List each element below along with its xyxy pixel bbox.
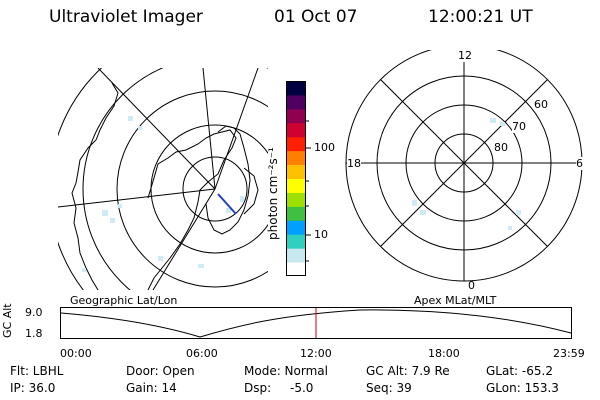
mlat-label-70: 70 [512,120,526,133]
altitude-axis-label: GC Alt [1,303,14,338]
colorbar-band [286,220,306,235]
ip-readout: IP: 36.0 [10,381,56,395]
colorbar-band [286,81,306,96]
colorbar-tick-10: 10 [314,228,328,241]
colorbar-band [286,234,306,249]
colorbar-band [286,108,306,124]
dsp-label: Dsp: [244,381,272,395]
mlat-label-80: 80 [494,141,508,154]
mode-readout: Mode: Normal [244,364,328,378]
colorbar-band [286,262,306,277]
door-readout: Door: Open [126,364,195,378]
altitude-max-label: 9.0 [25,306,43,319]
gain-readout: Gain: 14 [126,381,177,395]
time-tick-0000: 00:00 [60,347,92,360]
colorbar-band [286,94,306,110]
mlt-label-6: 6 [576,157,583,170]
colorbar [286,81,306,277]
colorbar-band [286,248,306,263]
glon-readout: GLon: 153.3 [486,381,559,395]
time-tick-1800: 18:00 [428,347,460,360]
latitude-circles [58,68,268,290]
mlat-label-60: 60 [534,98,548,111]
apex-polar-plot [345,50,583,282]
time-tick-0600: 06:00 [186,347,218,360]
gc-alt-readout: GC Alt: 7.9 Re [366,364,450,378]
colorbar-ticks [306,120,311,262]
auroral-emission [82,116,244,272]
dsp-value: -5.0 [290,381,314,395]
time-label: 12:00:21 UT [428,7,533,27]
glat-readout: GLat: -65.2 [486,364,553,378]
coastline [71,82,259,290]
meridian-lines [58,68,259,290]
filter-readout: Flt: LBHL [10,364,64,378]
colorbar-band [286,150,306,166]
colorbar-band [286,206,306,221]
time-tick-1200: 12:00 [300,347,332,360]
altitude-plot [60,307,572,339]
apex-label: Apex MLat/MLT [414,294,497,307]
altitude-min-label: 1.8 [25,327,43,340]
mlt-label-12: 12 [458,49,472,62]
colorbar-band [286,136,306,152]
colorbar-band [286,178,306,193]
seq-readout: Seq: 39 [366,381,412,395]
auroral-emission-polar [412,118,521,230]
colorbar-unit-label: photon cm⁻²s⁻¹ [266,147,280,240]
colorbar-tick-100: 100 [314,141,335,154]
date-label: 01 Oct 07 [274,7,358,27]
time-tick-2359: 23:59 [553,347,585,360]
mlt-label-18: 18 [347,157,361,170]
instrument-title: Ultraviolet Imager [49,7,203,27]
mlt-label-0: 0 [468,279,475,292]
geographic-label: Geographic Lat/Lon [70,294,178,307]
colorbar-band [286,164,306,179]
geographic-map [58,68,268,290]
colorbar-band [286,192,306,207]
altitude-curve [60,309,572,338]
colorbar-band [286,122,306,138]
